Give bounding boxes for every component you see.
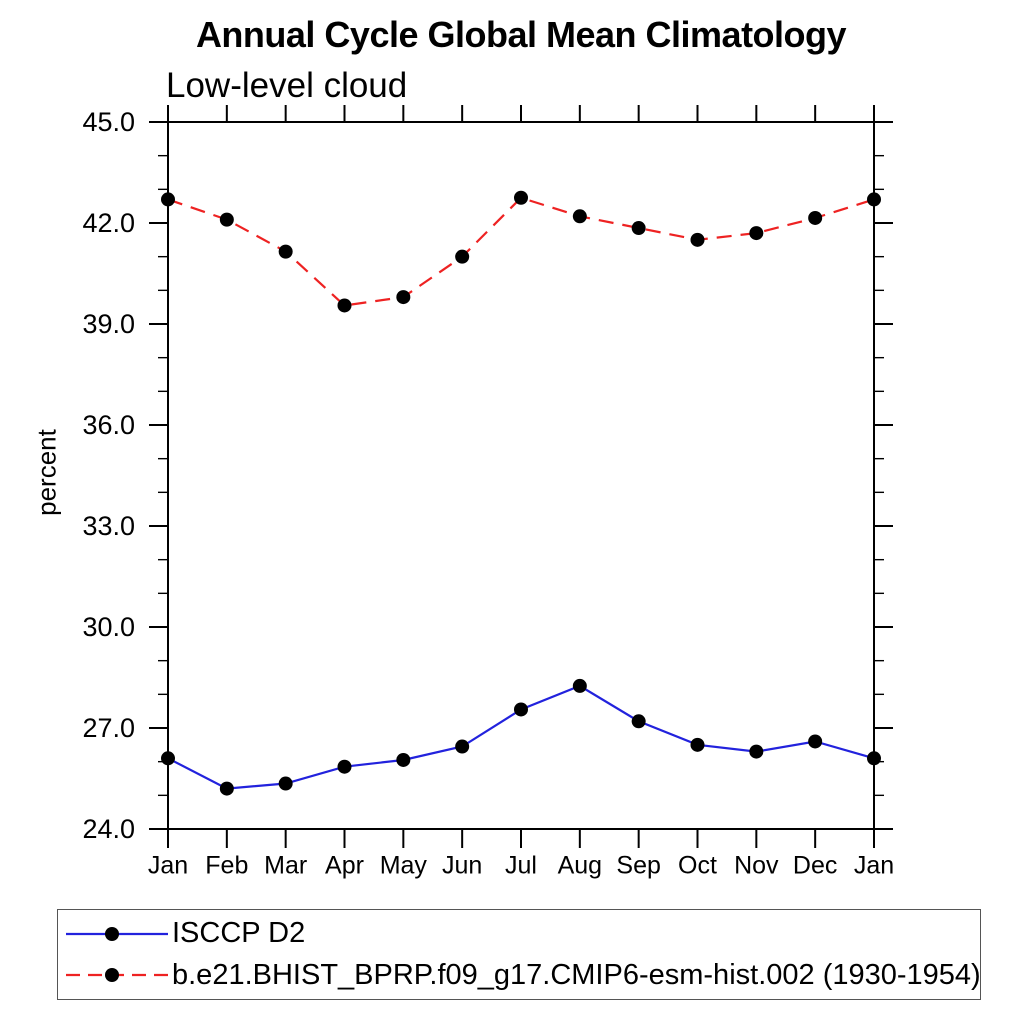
x-axis-ticks (167, 105, 875, 848)
y-axis-ticks (149, 121, 893, 830)
svg-text:39.0: 39.0 (82, 309, 135, 339)
legend-line-sample-dashed (66, 968, 168, 983)
svg-text:Aug: Aug (558, 852, 602, 880)
legend-box: ISCCP D2 b.e21.BHIST_BPRP.f09_g17.CMIP6-… (57, 909, 981, 1000)
series-0 (161, 678, 881, 796)
series-1 (161, 190, 881, 313)
svg-text:May: May (380, 852, 428, 880)
chart-subtitle: Low-level cloud (166, 66, 408, 105)
legend-item-model-run: b.e21.BHIST_BPRP.f09_g17.CMIP6-esm-hist.… (64, 955, 981, 995)
legend-label: b.e21.BHIST_BPRP.f09_g17.CMIP6-esm-hist.… (172, 958, 981, 991)
svg-text:Mar: Mar (264, 852, 307, 880)
svg-text:Apr: Apr (325, 852, 364, 880)
chart-title: Annual Cycle Global Mean Climatology (195, 14, 847, 55)
svg-text:Jul: Jul (505, 852, 537, 880)
y-axis-tick-labels: 24.0 27.0 30.0 33.0 36.0 39.0 42.0 45.0 (82, 107, 135, 844)
svg-text:Oct: Oct (678, 852, 717, 880)
svg-text:Feb: Feb (205, 852, 248, 880)
svg-text:42.0: 42.0 (82, 208, 135, 238)
svg-text:Sep: Sep (616, 852, 660, 880)
svg-text:27.0: 27.0 (82, 713, 135, 743)
plot-frame (167, 121, 875, 830)
x-axis-tick-labels: Jan Feb Mar Apr May Jun Jul Aug Sep Oct Nov Dec Jan (148, 852, 894, 880)
svg-text:33.0: 33.0 (82, 511, 135, 541)
legend-item-isccp-d2: ISCCP D2 (64, 914, 980, 954)
svg-text:30.0: 30.0 (82, 612, 135, 642)
svg-text:36.0: 36.0 (82, 410, 135, 440)
svg-text:24.0: 24.0 (82, 814, 135, 844)
legend-line-sample-solid (66, 926, 168, 941)
svg-text:Dec: Dec (793, 852, 837, 880)
svg-text:Nov: Nov (734, 852, 779, 880)
svg-text:Jan: Jan (148, 852, 188, 880)
legend-label: ISCCP D2 (172, 917, 306, 950)
svg-text:45.0: 45.0 (82, 107, 135, 137)
svg-text:Jan: Jan (854, 852, 894, 880)
svg-text:Jun: Jun (442, 852, 482, 880)
